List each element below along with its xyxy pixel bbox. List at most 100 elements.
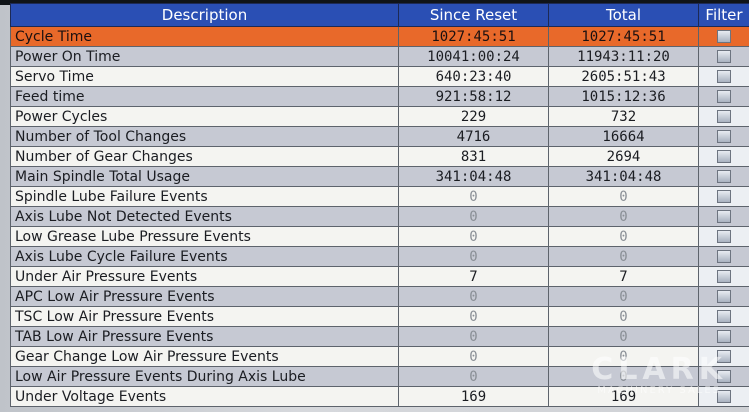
filter-checkbox[interactable]: [717, 30, 731, 43]
table-row[interactable]: Main Spindle Total Usage 341:04:48 341:04:…: [10, 166, 749, 187]
filter-checkbox[interactable]: [717, 350, 731, 363]
filter-checkbox[interactable]: [717, 90, 731, 103]
row-description: Gear Change Low Air Pressure Events: [10, 346, 399, 367]
table-row[interactable]: Servo Time 640:23:40 2605:51:43: [10, 66, 749, 87]
table-row[interactable]: Axis Lube Not Detected Events 0 0: [10, 206, 749, 227]
filter-checkbox[interactable]: [717, 110, 731, 123]
table-row[interactable]: Number of Tool Changes 4716 16664: [10, 126, 749, 147]
watermark-logo: CLARK MACHINERY SALES: [591, 352, 727, 396]
row-description: Power On Time: [10, 46, 399, 67]
filter-checkbox[interactable]: [717, 310, 731, 323]
row-description: Number of Tool Changes: [10, 126, 399, 147]
row-since-reset-value: 0: [398, 226, 549, 247]
filter-checkbox[interactable]: [717, 150, 731, 163]
column-header-total[interactable]: Total: [548, 3, 699, 27]
row-total-value: 0: [548, 306, 699, 327]
row-total-value: 0: [548, 206, 699, 227]
column-header-since-reset[interactable]: Since Reset: [398, 3, 549, 27]
row-since-reset-value: 341:04:48: [398, 166, 549, 187]
table-row[interactable]: Low Grease Lube Pressure Events 0 0: [10, 226, 749, 247]
row-total-value: 341:04:48: [548, 166, 699, 187]
row-description: Spindle Lube Failure Events: [10, 186, 399, 207]
row-filter-cell: [698, 206, 749, 227]
table-row[interactable]: Axis Lube Cycle Failure Events 0 0: [10, 246, 749, 267]
row-total-value: 0: [548, 186, 699, 207]
filter-checkbox[interactable]: [717, 250, 731, 263]
row-filter-cell: [698, 366, 749, 387]
row-since-reset-value: 0: [398, 186, 549, 207]
filter-checkbox[interactable]: [717, 210, 731, 223]
row-since-reset-value: 831: [398, 146, 549, 167]
row-total-value: 1015:12:36: [548, 86, 699, 107]
table-row[interactable]: TAB Low Air Pressure Events 0 0: [10, 326, 749, 347]
table-row[interactable]: Under Air Pressure Events 7 7: [10, 266, 749, 287]
table-row[interactable]: Low Air Pressure Events During Axis Lube…: [10, 366, 749, 387]
filter-checkbox[interactable]: [717, 230, 731, 243]
filter-checkbox[interactable]: [717, 170, 731, 183]
row-filter-cell: [698, 106, 749, 127]
row-description: Number of Gear Changes: [10, 146, 399, 167]
row-total-value: 732: [548, 106, 699, 127]
filter-checkbox[interactable]: [717, 190, 731, 203]
table-row[interactable]: Feed time 921:58:12 1015:12:36: [10, 86, 749, 107]
row-filter-cell: [698, 306, 749, 327]
row-total-value: 2605:51:43: [548, 66, 699, 87]
row-since-reset-value: 0: [398, 246, 549, 267]
row-total-value: 2694: [548, 146, 699, 167]
row-description: Axis Lube Cycle Failure Events: [10, 246, 399, 267]
watermark-sub-text: MACHINERY SALES: [597, 385, 722, 396]
filter-checkbox[interactable]: [717, 330, 731, 343]
row-since-reset-value: 0: [398, 206, 549, 227]
statistics-table: Description Since Reset Total Filter Cyc…: [10, 3, 749, 407]
row-since-reset-value: 640:23:40: [398, 66, 549, 87]
row-description: Low Grease Lube Pressure Events: [10, 226, 399, 247]
table-row[interactable]: Gear Change Low Air Pressure Events 0 0: [10, 346, 749, 367]
filter-checkbox[interactable]: [717, 70, 731, 83]
filter-checkbox[interactable]: [717, 270, 731, 283]
column-header-filter[interactable]: Filter: [698, 3, 749, 27]
table-row[interactable]: Spindle Lube Failure Events 0 0: [10, 186, 749, 207]
row-total-value: 16664: [548, 126, 699, 147]
filter-checkbox[interactable]: [717, 290, 731, 303]
row-since-reset-value: 10041:00:24: [398, 46, 549, 67]
row-description: TAB Low Air Pressure Events: [10, 326, 399, 347]
filter-checkbox[interactable]: [717, 370, 731, 383]
row-description: Low Air Pressure Events During Axis Lube: [10, 366, 399, 387]
table-row[interactable]: Cycle Time 1027:45:51 1027:45:51: [10, 26, 749, 47]
row-filter-cell: [698, 186, 749, 207]
row-description: Main Spindle Total Usage: [10, 166, 399, 187]
row-filter-cell: [698, 346, 749, 367]
filter-checkbox[interactable]: [717, 50, 731, 63]
filter-checkbox[interactable]: [717, 390, 731, 403]
row-filter-cell: [698, 126, 749, 147]
row-total-value: 169: [548, 386, 699, 407]
row-since-reset-value: 4716: [398, 126, 549, 147]
row-since-reset-value: 7: [398, 266, 549, 287]
row-description: TSC Low Air Pressure Events: [10, 306, 399, 327]
row-since-reset-value: 0: [398, 306, 549, 327]
row-total-value: 0: [548, 346, 699, 367]
table-header-row: Description Since Reset Total Filter: [10, 3, 749, 27]
row-total-value: 0: [548, 326, 699, 347]
table-row[interactable]: Power On Time 10041:00:24 11943:11:20: [10, 46, 749, 67]
table-row[interactable]: APC Low Air Pressure Events 0 0: [10, 286, 749, 307]
row-filter-cell: [698, 326, 749, 347]
table-row[interactable]: Power Cycles 229 732: [10, 106, 749, 127]
row-total-value: 0: [548, 286, 699, 307]
row-filter-cell: [698, 226, 749, 247]
row-since-reset-value: 1027:45:51: [398, 26, 549, 47]
row-filter-cell: [698, 386, 749, 407]
column-header-description[interactable]: Description: [10, 3, 399, 27]
top-strip: [0, 0, 749, 5]
table-row[interactable]: TSC Low Air Pressure Events 0 0: [10, 306, 749, 327]
table-row[interactable]: Number of Gear Changes 831 2694: [10, 146, 749, 167]
row-since-reset-value: 169: [398, 386, 549, 407]
table-row[interactable]: Under Voltage Events 169 169: [10, 386, 749, 407]
row-description: Servo Time: [10, 66, 399, 87]
row-description: Cycle Time: [10, 26, 399, 47]
row-filter-cell: [698, 266, 749, 287]
row-filter-cell: [698, 146, 749, 167]
row-filter-cell: [698, 246, 749, 267]
filter-checkbox[interactable]: [717, 130, 731, 143]
